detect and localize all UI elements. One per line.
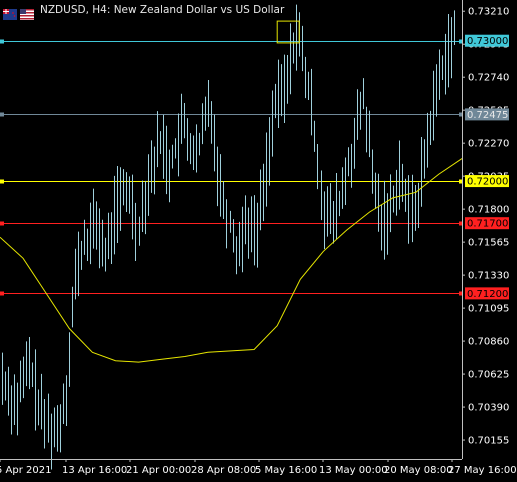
- time-tick-label: 21 Apr 00:00: [126, 465, 191, 476]
- price-tick-label: 0.72740: [468, 73, 509, 84]
- time-tick-label: 20 May 08:00: [384, 465, 453, 476]
- level-label-level-red-lower: [465, 287, 509, 300]
- time-tick-label: 27 May 16:00: [448, 465, 517, 476]
- hline-handle-right[interactable]: [459, 291, 463, 296]
- moving-average-line: [0, 158, 463, 363]
- price-tick-label: 0.71095: [468, 304, 509, 315]
- price-axis: 0.732100.729750.727400.725050.722700.720…: [462, 0, 509, 459]
- time-tick-label: 13 Apr 16:00: [62, 465, 127, 476]
- price-tick-label: 0.70155: [468, 436, 509, 447]
- level-label-resistance: [465, 34, 509, 47]
- level-label-text: 0.72000: [467, 177, 508, 188]
- level-label-text: 0.71200: [467, 289, 508, 300]
- hline-handle-left[interactable]: [0, 221, 4, 226]
- chart-header: NZDUSD, H4: New Zealand Dollar vs US Dol…: [3, 2, 285, 20]
- hline-handle-left[interactable]: [0, 39, 4, 44]
- time-tick-label: 28 Apr 08:00: [191, 465, 256, 476]
- price-tick-label: 0.71565: [468, 238, 509, 249]
- price-tick-label: 0.70860: [468, 337, 509, 348]
- hline-handle-right[interactable]: [459, 179, 463, 184]
- hline-handle-right[interactable]: [459, 112, 463, 117]
- price-tick-label: 0.71800: [468, 205, 509, 216]
- time-tick-label: 5 May 16:00: [255, 465, 317, 476]
- price-tick-label: 0.70625: [468, 370, 509, 381]
- price-tick-label: 0.71330: [468, 271, 509, 282]
- level-label-level-yellow: [465, 175, 509, 188]
- hline-handle-left[interactable]: [0, 179, 4, 184]
- level-label-current-bid: [465, 108, 509, 121]
- level-label-text: 0.71700: [467, 219, 508, 230]
- flag-nz-icon: [3, 5, 17, 20]
- hline-handle-right[interactable]: [459, 39, 463, 44]
- price-tick-label: 0.70390: [468, 403, 509, 414]
- time-tick-label: 13 May 00:00: [319, 465, 388, 476]
- price-tick-label: 0.73210: [468, 7, 509, 18]
- price-tick-label: 0.72270: [468, 139, 509, 150]
- time-tick-label: 5 Apr 2021: [0, 465, 51, 476]
- level-label-level-red-upper: [465, 217, 509, 230]
- chart-title: NZDUSD, H4: New Zealand Dollar vs US Dol…: [40, 4, 285, 16]
- hline-handle-left[interactable]: [0, 291, 4, 296]
- hline-handle-left[interactable]: [0, 112, 4, 117]
- flag-us-icon: [20, 5, 34, 20]
- level-label-text: 0.73000: [467, 36, 508, 47]
- highlight-box[interactable]: [276, 20, 300, 44]
- level-label-text: 0.72475: [467, 110, 508, 121]
- hline-handle-right[interactable]: [459, 221, 463, 226]
